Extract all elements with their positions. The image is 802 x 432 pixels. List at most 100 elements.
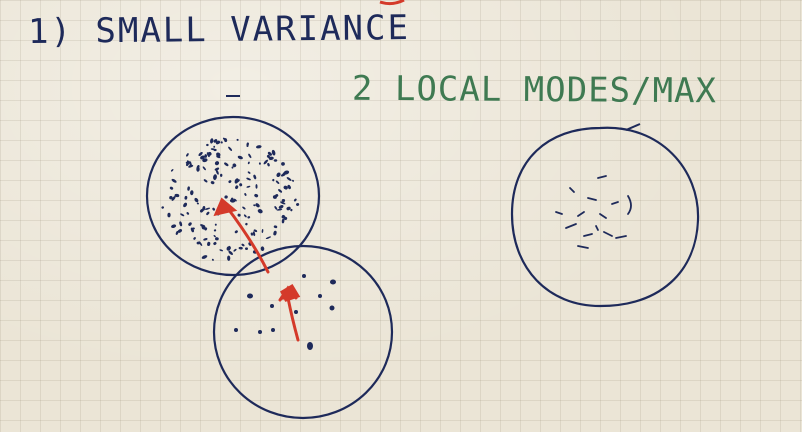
dot [211, 258, 214, 261]
dot [180, 213, 185, 217]
dot [569, 187, 575, 193]
dot [200, 155, 205, 160]
dot [271, 328, 275, 332]
dot [248, 153, 252, 159]
dot [615, 235, 627, 239]
dot [283, 185, 288, 190]
dot [175, 230, 179, 235]
circle-sparse-cluster [212, 244, 394, 420]
dot [206, 143, 209, 147]
dot [177, 229, 183, 233]
arrow-to-lower-mode [286, 296, 300, 342]
dot [171, 178, 177, 183]
dot [269, 156, 273, 160]
dot [196, 202, 199, 205]
dot [597, 175, 607, 179]
dot [245, 247, 248, 251]
dot [258, 162, 261, 165]
dot [161, 206, 164, 209]
dot [244, 193, 247, 196]
dot [201, 255, 208, 259]
dot [611, 201, 619, 205]
dot [229, 198, 236, 203]
arrow-to-upper-mode [224, 204, 270, 274]
dot [246, 177, 251, 181]
dot [196, 164, 200, 170]
dot [246, 185, 251, 188]
dot [252, 231, 256, 237]
dot [190, 190, 194, 196]
dot [265, 236, 272, 239]
arrow-hub [280, 283, 301, 302]
dot [200, 208, 204, 213]
dot [183, 202, 188, 208]
dot [247, 161, 250, 165]
dot [207, 241, 211, 246]
dot [215, 140, 221, 145]
dot [587, 197, 597, 201]
dot [213, 235, 216, 238]
dot [224, 162, 229, 167]
dot [213, 229, 217, 232]
dot [202, 158, 208, 163]
dot [263, 159, 269, 165]
dot [257, 209, 263, 214]
dot [242, 206, 246, 210]
dot [627, 195, 632, 215]
dot [266, 154, 270, 158]
dot [204, 207, 211, 210]
dot [270, 304, 274, 308]
circle-dense-cluster [145, 115, 321, 277]
stray-red-mark [379, 0, 405, 6]
dot [278, 189, 283, 193]
dot [595, 225, 599, 231]
dot [184, 195, 188, 200]
dot [186, 212, 190, 215]
dot [281, 218, 285, 224]
dot [228, 180, 232, 184]
dot [255, 184, 258, 189]
dot [203, 179, 208, 183]
dot [275, 180, 280, 184]
dot [247, 293, 253, 299]
dot [212, 207, 216, 211]
dot [228, 146, 233, 151]
dot [233, 198, 237, 202]
dot [272, 178, 275, 182]
dot [286, 177, 292, 181]
dot [255, 203, 260, 208]
dot [267, 151, 272, 156]
dot [235, 185, 239, 190]
dot [190, 227, 194, 233]
dot [254, 193, 259, 198]
dot [245, 222, 248, 226]
dot [210, 138, 214, 144]
sparse-dots [234, 274, 336, 350]
dot [318, 294, 322, 298]
dot [203, 238, 208, 241]
dot [169, 196, 173, 200]
dot [236, 138, 239, 141]
dot [276, 208, 283, 211]
dot [243, 214, 247, 218]
dot [213, 174, 217, 180]
dot [241, 243, 245, 247]
dot [213, 241, 217, 246]
dot [170, 168, 174, 172]
dot [234, 230, 238, 234]
dot [577, 245, 589, 249]
dot [216, 152, 221, 157]
dot [169, 186, 174, 190]
right-dots [555, 175, 632, 249]
dot [213, 139, 218, 143]
dot [214, 223, 217, 226]
dot [214, 167, 220, 171]
dot [253, 229, 258, 233]
dot [273, 225, 278, 229]
dot [261, 229, 264, 233]
dot [286, 206, 291, 211]
red-arrows [213, 197, 301, 342]
dense-dots [161, 137, 300, 261]
